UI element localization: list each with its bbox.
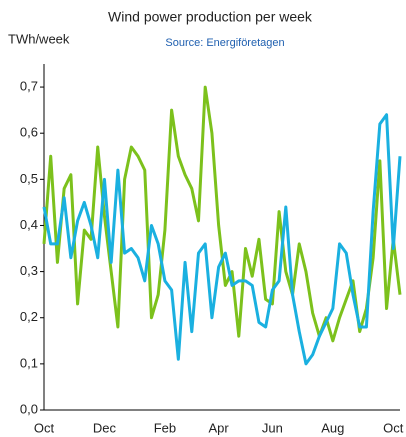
x-tick-label: Aug <box>321 420 344 435</box>
y-axis-label: TWh/week <box>8 31 70 46</box>
y-tick-label: 0,2 <box>20 309 38 324</box>
line-series <box>42 113 402 366</box>
x-tick-label: Oct <box>383 420 404 435</box>
x-tick-label: Feb <box>154 420 176 435</box>
y-tick-label: 0,6 <box>20 125 38 140</box>
chart-subtitle: Source: Energiföretagen <box>165 37 284 49</box>
chart-title: Wind power production per week <box>108 9 313 25</box>
y-tick-label: 0,3 <box>20 263 38 278</box>
y-tick-label: 0,4 <box>20 217 38 232</box>
y-tick-label: 0,5 <box>20 171 38 186</box>
y-tick-label: 0,1 <box>20 355 38 370</box>
y-tick-label: 0,7 <box>20 79 38 94</box>
x-tick-label: Oct <box>34 420 55 435</box>
x-tick-label: Jun <box>262 420 283 435</box>
x-tick-label: Apr <box>209 420 230 435</box>
x-tick-label: Dec <box>93 420 117 435</box>
y-tick-label: 0,0 <box>20 401 38 416</box>
line-series <box>42 85 402 343</box>
